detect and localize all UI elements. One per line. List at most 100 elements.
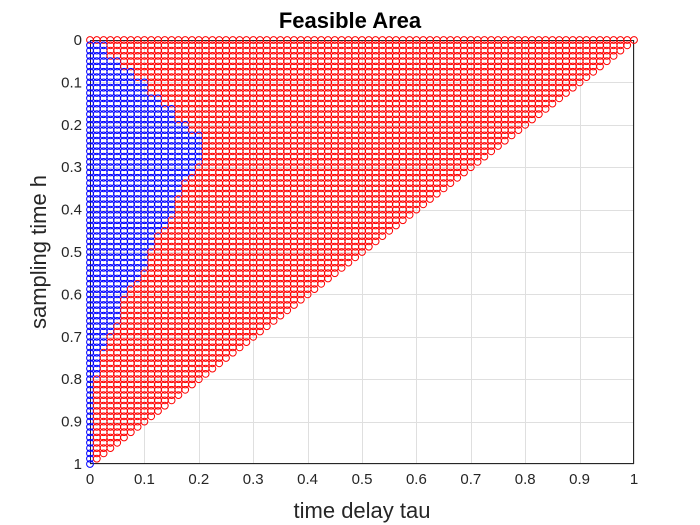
x-tick-label: 0.4 xyxy=(297,471,318,488)
infeasible-point xyxy=(242,338,251,347)
infeasible-point xyxy=(317,279,326,288)
infeasible-point xyxy=(419,200,428,209)
y-tick-label: 0.3 xyxy=(61,159,82,176)
x-tick-label: 0.8 xyxy=(515,471,536,488)
x-tick-label: 0.5 xyxy=(352,471,373,488)
infeasible-point xyxy=(534,110,543,119)
infeasible-point xyxy=(154,407,162,415)
y-tick-label: 1 xyxy=(74,456,82,473)
infeasible-point xyxy=(630,36,638,44)
infeasible-point xyxy=(494,142,502,150)
infeasible-point xyxy=(92,454,101,463)
x-tick-label: 0.2 xyxy=(188,471,209,488)
infeasible-point xyxy=(228,348,237,357)
x-tick-label: 0.3 xyxy=(243,471,264,488)
y-tick-label: 0.5 xyxy=(61,244,82,261)
infeasible-point xyxy=(174,391,183,400)
infeasible-point xyxy=(541,105,550,113)
infeasible-point xyxy=(473,158,482,166)
infeasible-point xyxy=(215,359,224,368)
feasible-point xyxy=(86,460,94,468)
infeasible-point xyxy=(337,264,346,272)
infeasible-point xyxy=(160,401,169,410)
infeasible-point xyxy=(446,179,455,188)
infeasible-point xyxy=(439,184,448,193)
infeasible-point xyxy=(324,274,332,283)
infeasible-point xyxy=(147,412,156,421)
infeasible-point xyxy=(256,327,264,336)
infeasible-point xyxy=(548,99,557,108)
infeasible-point xyxy=(276,311,285,320)
y-tick-label: 0.6 xyxy=(61,286,82,303)
infeasible-point xyxy=(351,253,360,262)
infeasible-point xyxy=(514,126,523,135)
infeasible-point xyxy=(453,173,462,182)
infeasible-point xyxy=(371,237,380,246)
infeasible-point xyxy=(296,295,305,304)
infeasible-point xyxy=(222,354,230,362)
plot-frame xyxy=(90,40,634,464)
infeasible-point xyxy=(507,131,516,140)
infeasible-point xyxy=(358,248,366,256)
infeasible-point xyxy=(126,428,135,437)
y-tick-label: 0.8 xyxy=(61,371,82,388)
tick-labels: 0 0.1 0.2 0.3 0.4 0.5 0.6 0.7 0.8 0.9 100.10.20.30… xyxy=(61,32,638,488)
y-tick-label: 0.7 xyxy=(61,329,82,346)
infeasible-point xyxy=(167,396,176,405)
infeasible-point xyxy=(262,322,271,331)
infeasible-point xyxy=(405,211,414,219)
x-tick-label: 0.6 xyxy=(406,471,427,488)
x-tick-label: 0.7 xyxy=(460,471,481,488)
infeasible-point xyxy=(466,163,475,172)
infeasible-point xyxy=(181,385,190,394)
infeasible-point xyxy=(310,285,319,294)
infeasible-point xyxy=(269,317,278,325)
infeasible-point xyxy=(106,444,115,453)
infeasible-point xyxy=(201,370,210,378)
infeasible-point xyxy=(412,205,421,214)
infeasible-point xyxy=(235,343,244,352)
infeasible-point xyxy=(249,332,258,341)
x-tick-label: 0.9 xyxy=(569,471,590,488)
infeasible-point xyxy=(562,89,570,97)
infeasible-point xyxy=(582,73,591,81)
infeasible-point xyxy=(290,301,298,309)
x-tick-label: 0.1 xyxy=(134,471,155,488)
chart-title: Feasible Area xyxy=(279,8,422,33)
infeasible-point xyxy=(589,67,598,76)
infeasible-point xyxy=(392,221,400,230)
y-tick-label: 0.9 xyxy=(61,414,82,431)
x-axis-label: time delay tau xyxy=(294,498,431,523)
infeasible-point xyxy=(303,290,312,299)
infeasible-point xyxy=(521,120,530,129)
infeasible-point xyxy=(602,57,611,66)
y-tick-label: 0.1 xyxy=(61,74,82,91)
infeasible-point xyxy=(99,449,108,458)
infeasible-point xyxy=(364,242,373,251)
infeasible-point xyxy=(283,306,292,315)
infeasible-point xyxy=(487,147,496,156)
y-tick-label: 0.4 xyxy=(61,202,82,219)
infeasible-point xyxy=(398,216,407,225)
infeasible-point xyxy=(113,438,122,447)
infeasible-point xyxy=(609,52,618,60)
infeasible-point xyxy=(330,269,339,278)
infeasible-point xyxy=(120,433,128,442)
x-tick-label: 1 xyxy=(630,471,638,488)
x-tick-label: 0 xyxy=(86,471,94,488)
infeasible-point xyxy=(616,46,625,55)
y-tick-label: 0 xyxy=(74,32,82,49)
infeasible-point xyxy=(500,136,509,145)
scatter-points xyxy=(86,36,638,468)
infeasible-point xyxy=(133,423,142,431)
infeasible-point xyxy=(378,232,387,241)
infeasible-point xyxy=(568,83,577,92)
infeasible-point xyxy=(140,417,149,426)
infeasible-point xyxy=(596,62,604,71)
infeasible-point xyxy=(480,152,489,161)
infeasible-point xyxy=(575,78,584,87)
infeasible-point xyxy=(426,195,434,203)
grid-lines xyxy=(90,40,635,465)
y-axis-label: sampling time h xyxy=(26,175,51,329)
